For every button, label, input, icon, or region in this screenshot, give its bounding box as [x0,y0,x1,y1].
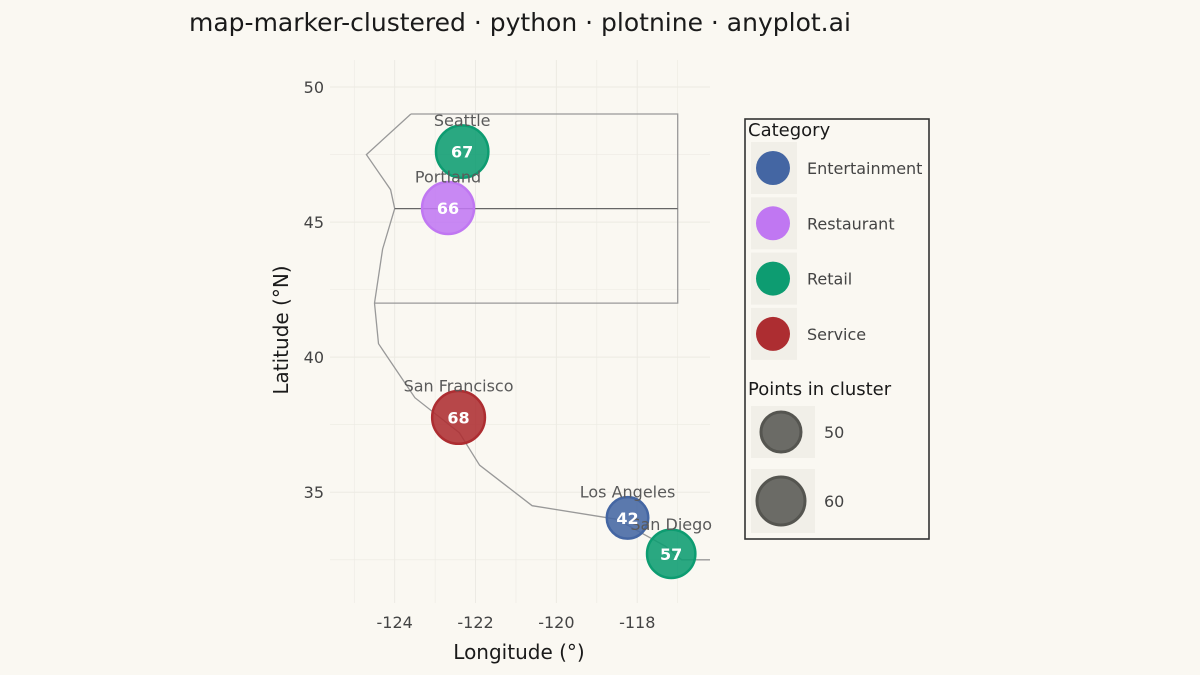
coastline [365,113,710,561]
legend-swatch-entertainment [756,151,790,185]
x-axis-title: Longitude (°) [453,640,584,664]
city-label: Portland [415,168,481,187]
cluster-marker [645,528,697,580]
legend-label-service: Service [807,325,866,344]
axis-ticks: -124 -122 -120 -118 35 40 45 50 [304,78,656,632]
legend-category-entries: Entertainment Restaurant Retail Service [751,142,922,360]
legend-size-swatch [759,410,803,454]
legend-label-entertainment: Entertainment [807,159,922,178]
cluster-markers: Seattle Portland San Francisco Los Angeles S… [404,111,712,580]
x-tick-label: -120 [538,613,574,632]
city-label: Seattle [434,111,491,130]
legend-size-swatch [755,475,807,527]
city-label: San Francisco [404,377,514,396]
x-tick-label: -118 [619,613,655,632]
cluster-count-label: 42 [616,509,638,528]
legend-label-restaurant: Restaurant [807,214,895,233]
y-tick-label: 45 [304,213,324,232]
legend-label-retail: Retail [807,270,852,289]
cluster-marker [605,495,650,540]
x-tick-label: -124 [377,613,413,632]
legend-title-category: Category [748,120,831,141]
legend-box [744,118,930,540]
city-label: Los Angeles [580,483,676,502]
y-tick-label: 50 [304,78,324,97]
y-tick-label: 40 [304,348,324,367]
x-tick-label: -122 [457,613,493,632]
legend-swatch-retail [756,261,790,296]
y-tick-label: 35 [304,483,324,502]
cluster-count-label: 68 [447,408,469,427]
legend-title-size: Points in cluster [748,379,892,400]
cluster-marker [434,124,490,180]
cluster-count-label: 67 [451,143,473,162]
legend-swatch-service [756,316,790,351]
cluster-count-label: 57 [660,545,682,564]
legend-swatch-restaurant [756,206,790,241]
plot-area: Seattle Portland San Francisco Los Angeles S… [304,60,712,632]
legend-size-label: 60 [824,492,844,511]
legend-size-label: 50 [824,423,844,442]
y-axis-title: Latitude (°N) [269,265,293,394]
legend: Category Entertainment Restaurant Retail Se… [744,118,930,540]
cluster-count-label: 66 [437,199,459,218]
cluster-marker [420,180,476,236]
cluster-marker [430,389,487,446]
legend-size-entries: 50 60 [751,406,844,533]
chart-title: map-marker-clustered · python · plotnine… [189,8,851,37]
city-label: San Diego [630,515,712,534]
